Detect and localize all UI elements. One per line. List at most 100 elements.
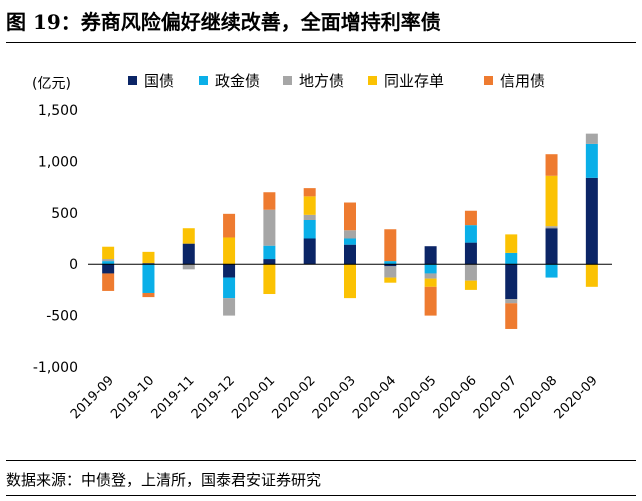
legend-label: 地方债	[299, 72, 344, 90]
y-unit-label: (亿元)	[32, 76, 71, 92]
bars	[102, 133, 598, 329]
y-tick-label: 1,000	[38, 154, 78, 170]
bar-segment	[545, 226, 558, 229]
bar-segment	[223, 237, 236, 265]
bar-segment	[384, 264, 397, 267]
bar-segment	[505, 299, 518, 304]
bar-segment	[424, 264, 437, 274]
bar-segment	[303, 238, 316, 265]
x-tick-label: 2020-01	[229, 373, 278, 422]
bar-segment	[142, 263, 155, 265]
figure-title: 图 19：券商风险偏好继续改善，全面增持利率债	[6, 10, 441, 34]
bar-segment	[545, 264, 558, 278]
bar-segment	[585, 264, 598, 287]
bar-segment	[263, 245, 276, 260]
bar-segment	[223, 264, 236, 278]
bottom-rule	[6, 495, 636, 496]
y-axis: 1,500 1,000 500 0 -500 -1,000	[33, 103, 78, 376]
bar-segment	[464, 242, 477, 265]
legend-label: 国债	[144, 72, 174, 90]
legend-label: 信用债	[500, 72, 545, 90]
bar-segment	[344, 230, 356, 239]
legend-swatch	[199, 76, 208, 85]
bar-segment	[384, 229, 397, 262]
bar-segment	[424, 278, 437, 287]
bar-segment	[223, 298, 236, 316]
bar-segment	[263, 264, 276, 295]
bar-segment	[464, 264, 477, 281]
bar-segment	[344, 244, 356, 265]
bar-segment	[424, 286, 437, 316]
x-tick-label: 2019-11	[149, 373, 198, 422]
bar-segment	[384, 277, 397, 283]
bar-segment	[303, 188, 316, 197]
bar-segment	[464, 280, 477, 290]
bar-segment	[263, 209, 276, 246]
x-tick-label: 2019-12	[189, 373, 238, 422]
bar-segment	[102, 246, 115, 260]
bar-segment	[344, 238, 356, 245]
bar-segment	[545, 154, 558, 176]
legend-swatch	[128, 76, 137, 85]
y-tick-label: 1,500	[38, 103, 78, 119]
bar-segment	[102, 259, 115, 262]
bar-segment	[182, 243, 195, 265]
bar-segment	[142, 251, 155, 264]
y-tick-label: 0	[69, 257, 78, 273]
bar-segment	[585, 133, 598, 144]
bar-segment	[182, 228, 195, 244]
title-rule	[6, 42, 636, 43]
x-tick-label: 2019-10	[108, 373, 157, 422]
bar-segment	[424, 246, 437, 265]
bar-segment	[263, 192, 276, 210]
x-tick-label: 2020-09	[552, 373, 601, 422]
legend-swatch	[283, 76, 292, 85]
bar-segment	[344, 264, 356, 299]
legend-swatch	[368, 76, 377, 85]
x-tick-label: 2020-07	[471, 373, 520, 422]
bar-segment	[182, 264, 195, 270]
bar-segment	[384, 261, 397, 265]
bar-segment	[384, 266, 397, 278]
legend-label: 政金债	[215, 72, 260, 90]
bar-segment	[424, 273, 437, 279]
bar-segment	[344, 202, 356, 231]
y-tick-label: -1,000	[33, 360, 78, 376]
bar-segment	[223, 213, 236, 238]
bar-segment	[102, 261, 115, 265]
bar-segment	[505, 234, 518, 253]
legend-swatch	[484, 76, 493, 85]
bar-segment	[505, 264, 518, 300]
bar-segment	[505, 303, 518, 329]
x-tick-label: 2020-04	[350, 373, 399, 422]
bar-segment	[102, 273, 115, 291]
x-tick-label: 2020-06	[431, 373, 480, 422]
bar-segment	[545, 228, 558, 265]
legend-label: 同业存单	[384, 72, 444, 90]
bar-segment	[464, 225, 477, 243]
x-tick-label: 2020-03	[310, 373, 359, 422]
bar-segment	[102, 264, 115, 274]
x-tick-label: 2019-09	[68, 373, 117, 422]
bar-segment	[585, 143, 598, 178]
y-tick-label: -500	[46, 309, 78, 325]
bar-segment	[464, 210, 477, 226]
legend: 国债 政金债 地方债 同业存单 信用债	[128, 72, 545, 90]
bar-segment	[545, 175, 558, 227]
bar-segment	[585, 177, 598, 265]
x-tick-label: 2020-02	[269, 373, 318, 422]
bar-segment	[223, 277, 236, 299]
x-tick-label: 2020-05	[390, 373, 439, 422]
source-note: 数据来源：中债登，上清所，国泰君安证券研究	[6, 471, 322, 489]
bar-segment	[303, 196, 316, 215]
x-tick-label: 2020-08	[511, 373, 560, 422]
y-tick-label: 500	[51, 206, 78, 222]
bar-segment	[142, 264, 155, 293]
bar-segment	[303, 214, 316, 220]
bar-segment	[142, 292, 155, 298]
bar-segment	[303, 219, 316, 239]
bar-segment	[263, 259, 276, 265]
bar-segment	[505, 252, 518, 265]
source-rule	[6, 460, 636, 461]
